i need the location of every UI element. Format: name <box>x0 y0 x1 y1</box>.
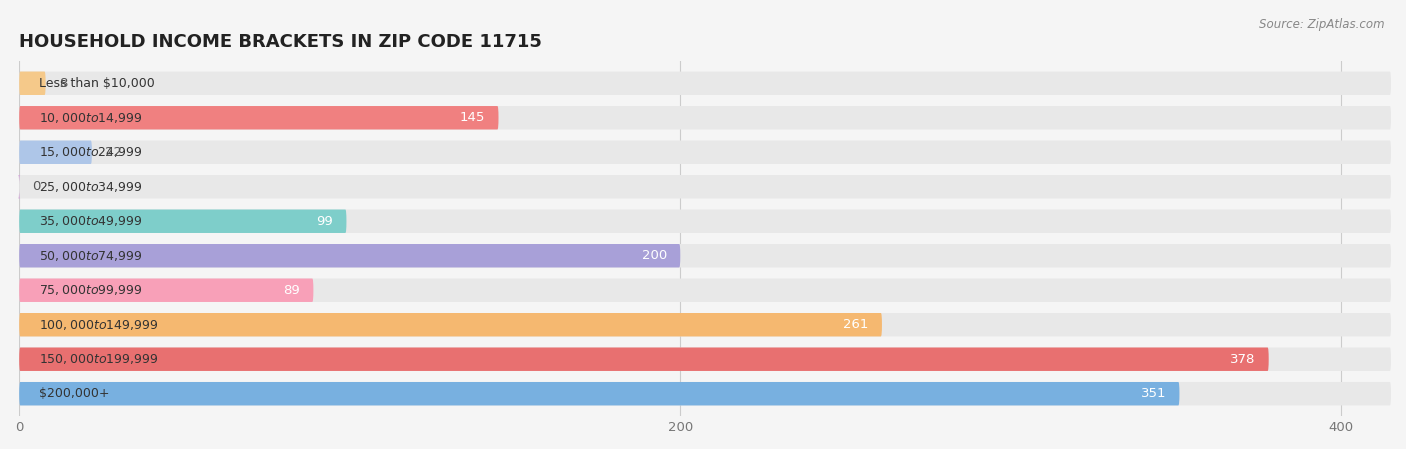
FancyBboxPatch shape <box>20 71 45 95</box>
Text: $50,000 to $74,999: $50,000 to $74,999 <box>39 249 142 263</box>
Text: 261: 261 <box>844 318 869 331</box>
FancyBboxPatch shape <box>20 106 1391 129</box>
Text: 351: 351 <box>1140 387 1166 400</box>
FancyBboxPatch shape <box>20 313 882 336</box>
Text: 99: 99 <box>316 215 333 228</box>
Text: $150,000 to $199,999: $150,000 to $199,999 <box>39 352 159 366</box>
Text: 0: 0 <box>32 180 41 193</box>
FancyBboxPatch shape <box>20 175 1391 198</box>
FancyBboxPatch shape <box>20 210 1391 233</box>
FancyBboxPatch shape <box>18 175 20 198</box>
Text: Less than $10,000: Less than $10,000 <box>39 77 155 90</box>
Text: 200: 200 <box>641 249 666 262</box>
Text: $100,000 to $149,999: $100,000 to $149,999 <box>39 318 159 332</box>
FancyBboxPatch shape <box>20 244 681 268</box>
FancyBboxPatch shape <box>20 382 1180 405</box>
FancyBboxPatch shape <box>20 348 1268 371</box>
Text: Source: ZipAtlas.com: Source: ZipAtlas.com <box>1260 18 1385 31</box>
Text: $75,000 to $99,999: $75,000 to $99,999 <box>39 283 142 297</box>
FancyBboxPatch shape <box>20 244 1391 268</box>
Text: $15,000 to $24,999: $15,000 to $24,999 <box>39 145 142 159</box>
FancyBboxPatch shape <box>20 71 1391 95</box>
Text: $25,000 to $34,999: $25,000 to $34,999 <box>39 180 142 194</box>
FancyBboxPatch shape <box>20 278 1391 302</box>
Text: $10,000 to $14,999: $10,000 to $14,999 <box>39 111 142 125</box>
Text: 22: 22 <box>105 146 122 159</box>
FancyBboxPatch shape <box>20 278 314 302</box>
Text: HOUSEHOLD INCOME BRACKETS IN ZIP CODE 11715: HOUSEHOLD INCOME BRACKETS IN ZIP CODE 11… <box>20 33 543 51</box>
FancyBboxPatch shape <box>20 313 1391 336</box>
Text: 89: 89 <box>284 284 299 297</box>
Text: $200,000+: $200,000+ <box>39 387 110 400</box>
FancyBboxPatch shape <box>20 382 1391 405</box>
FancyBboxPatch shape <box>20 141 1391 164</box>
FancyBboxPatch shape <box>20 210 346 233</box>
Text: 145: 145 <box>460 111 485 124</box>
FancyBboxPatch shape <box>20 141 91 164</box>
FancyBboxPatch shape <box>20 348 1391 371</box>
Text: 8: 8 <box>59 77 67 90</box>
Text: $35,000 to $49,999: $35,000 to $49,999 <box>39 214 142 228</box>
Text: 378: 378 <box>1230 353 1256 366</box>
FancyBboxPatch shape <box>20 106 499 129</box>
